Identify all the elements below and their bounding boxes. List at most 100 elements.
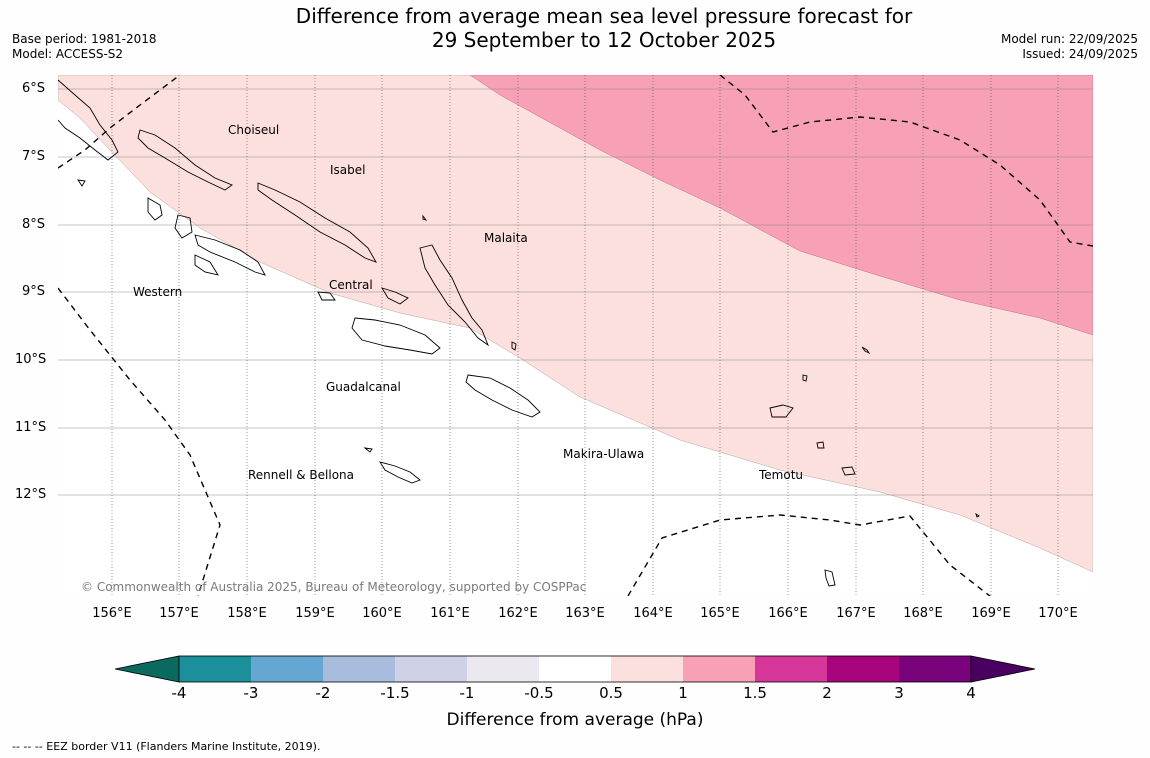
colorbar-label: Difference from average (hPa) [446, 710, 704, 730]
eez-borders [58, 75, 1093, 596]
lat-label: 11°S [15, 420, 47, 435]
title-line-2: 29 September to 12 October 2025 [431, 28, 777, 52]
colorbar-tick: 3 [894, 684, 904, 702]
colorbar-tick: 1 [678, 684, 688, 702]
province-label-central: Central [329, 278, 373, 292]
province-label-rennell-bellona: Rennell & Bellona [248, 468, 355, 482]
colorbar-segment [755, 656, 827, 682]
colorbar-segment [611, 656, 683, 682]
lon-label: 157°E [159, 606, 199, 621]
colorbar-tick: -0.5 [524, 684, 554, 702]
issued-date: Issued: 24/09/2025 [1022, 47, 1138, 61]
lon-label: 159°E [295, 606, 335, 621]
santa-cruz-island [769, 404, 794, 418]
colorbar-tick: -1.5 [380, 684, 410, 702]
colorbar-low-extend [114, 655, 180, 683]
colorbar-tick: -2 [315, 684, 331, 702]
base-period: Base period: 1981-2018 [12, 32, 157, 46]
colorbar [114, 655, 1036, 683]
meta-left: Base period: 1981-2018 Model: ACCESS-S2 [12, 32, 157, 62]
central-islets [381, 287, 409, 305]
colorbar-tick: 4 [966, 684, 976, 702]
colorbar-tick: -4 [171, 684, 187, 702]
colorbar-segment [395, 656, 467, 682]
chart-title: Difference from average mean sea level p… [0, 4, 1150, 52]
lat-label: 7°S [22, 149, 46, 164]
vanikoro-island [841, 466, 856, 476]
choiseul-island [137, 129, 233, 191]
colorbar-tick: 2 [822, 684, 832, 702]
isabel-island [257, 182, 377, 263]
bougainville-island [58, 79, 119, 161]
province-label-temotu: Temotu [759, 468, 804, 482]
model-run: Model run: 22/09/2025 [1000, 32, 1138, 46]
province-label-isabel: Isabel [330, 163, 366, 177]
province-label-western: Western [133, 285, 183, 299]
new-georgia-group [194, 234, 266, 276]
small-islet-east [861, 346, 871, 355]
lon-label: 156°E [92, 606, 132, 621]
eez-south-west [58, 287, 221, 596]
rennell-island [379, 461, 421, 484]
lon-label: 160°E [362, 606, 402, 621]
colorbar-segment [827, 656, 899, 682]
florida-islands [317, 291, 336, 301]
lon-label: 165°E [700, 606, 740, 621]
lon-label: 161°E [430, 606, 470, 621]
small-islet-ulawa [511, 341, 517, 351]
small-islet-nw [77, 179, 86, 187]
colorbar-segment [251, 656, 323, 682]
lat-label: 8°S [22, 217, 46, 232]
province-label-guadalcanal: Guadalcanal [326, 380, 401, 394]
lat-label: 6°S [22, 81, 46, 96]
colorbar-high-extend [970, 655, 1036, 683]
model-name: Model: ACCESS-S2 [12, 47, 124, 61]
rendova-island [194, 254, 219, 276]
latitude-gridlines [58, 88, 1093, 496]
colorbar-tick: 0.5 [599, 684, 623, 702]
colorbar-segment [179, 656, 251, 682]
lon-label: 164°E [633, 606, 673, 621]
reef-islands [802, 374, 808, 382]
colorbar-tick: 1.5 [743, 684, 767, 702]
title-line-1: Difference from average mean sea level p… [295, 4, 913, 28]
lon-label: 158°E [227, 606, 267, 621]
lon-label: 170°E [1038, 606, 1078, 621]
lon-label: 163°E [565, 606, 605, 621]
lon-label: 166°E [768, 606, 808, 621]
colorbar-segment [323, 656, 395, 682]
lon-label: 168°E [903, 606, 943, 621]
anomaly-band-1-to-1-5 [469, 75, 1093, 336]
bellona-island [363, 447, 373, 453]
makira-island [465, 374, 541, 418]
colorbar-segment [539, 656, 611, 682]
colorbar-tick: -1 [459, 684, 475, 702]
colorbar-tick: -3 [243, 684, 259, 702]
lat-label: 9°S [22, 284, 46, 299]
meta-right: Model run: 22/09/2025 Issued: 24/09/2025 [1001, 32, 1138, 62]
lon-label: 167°E [836, 606, 876, 621]
small-islet-duff [975, 512, 980, 518]
lat-label: 10°S [15, 352, 47, 367]
lon-label: 162°E [498, 606, 538, 621]
eez-north-east [719, 75, 1093, 247]
guadalcanal-island [351, 317, 441, 355]
small-islet-mid [422, 214, 428, 221]
anuta-island [824, 569, 836, 587]
utupua-island [816, 441, 825, 449]
malaita-island [419, 244, 489, 347]
lat-label: 12°S [15, 487, 47, 502]
colorbar-segment [683, 656, 755, 682]
colorbar-segment [899, 656, 971, 682]
province-label-malaita: Malaita [484, 231, 528, 245]
coastlines [58, 79, 980, 587]
copyright-notice: © Commonwealth of Australia 2025, Bureau… [81, 580, 587, 594]
colorbar-outline [178, 655, 972, 683]
lon-label: 169°E [971, 606, 1011, 621]
vella-lavella-island [174, 214, 193, 239]
eez-footnote: -- -- -- EEZ border V11 (Flanders Marine… [12, 740, 321, 753]
province-label-makira-ulawa: Makira-Ulawa [563, 447, 645, 461]
new-georgia-island [147, 197, 163, 221]
province-label-choiseul: Choiseul [228, 123, 280, 137]
